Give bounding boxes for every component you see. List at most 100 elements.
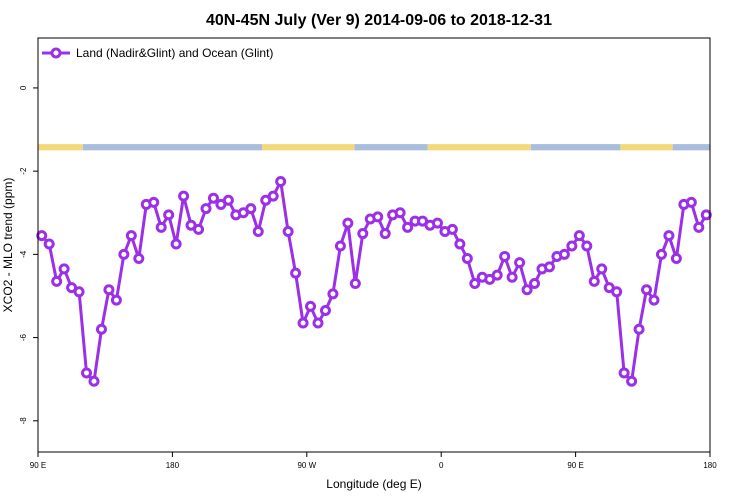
y-tick-label: -2 [19,167,28,175]
data-point [521,284,533,296]
data-point [334,240,346,252]
data-point [267,190,279,202]
data-point [51,275,63,287]
data-point [88,375,100,387]
data-point [499,250,511,262]
band-segment-ocean [672,144,710,151]
data-point [110,294,122,306]
band-segment-ocean [354,144,428,151]
data-point [641,284,653,296]
y-tick-label: 0 [19,85,28,90]
band-segment-ocean [82,144,262,151]
data-point [155,221,167,233]
data-point [245,203,257,215]
data-point [685,196,697,208]
data-point [573,230,585,242]
legend-series-label: Land (Nadir&Glint) and Ocean (Glint) [76,46,273,60]
data-point [596,263,608,275]
data-point [178,190,190,202]
data-point [543,261,555,273]
data-point [312,317,324,329]
data-point [305,300,317,312]
data-point [514,257,526,269]
data-point [73,286,85,298]
data-point [342,217,354,229]
data-point [394,207,406,219]
data-point [36,230,48,242]
data-point [163,209,175,221]
data-point [275,176,287,188]
x-tick-label: 180 [166,461,180,470]
y-tick-label: -6 [19,333,28,341]
data-point [581,240,593,252]
data-point [43,238,55,250]
x-tick-label: 180 [703,461,717,470]
data-point [200,203,212,215]
data-point [529,277,541,289]
band-segment-land [38,144,83,151]
data-point [118,248,130,260]
data-point [58,263,70,275]
data-point [469,277,481,289]
data-point [506,271,518,283]
data-point [558,248,570,260]
series-line [40,180,708,383]
data-point [252,225,264,237]
data-point [319,305,331,317]
x-tick-label: 0 [439,461,444,470]
data-point [95,323,107,335]
data-point [81,367,93,379]
data-point [207,192,219,204]
data-point [193,223,205,235]
data-point [290,267,302,279]
y-tick-label: -8 [19,417,28,425]
data-point [633,323,645,335]
plot-frame [37,37,711,453]
data-point [349,277,361,289]
data-point [618,367,630,379]
data-point [372,211,384,223]
chart-title: 40N-45N July (Ver 9) 2014-09-06 to 2018-… [206,12,552,29]
y-axis-label: XCO2 - MLO trend (ppm) [1,178,15,313]
data-point [357,228,369,240]
data-point [379,228,391,240]
y-axis: 0 -2 -4 -6 -8 [19,85,38,424]
band-segment-land [427,144,531,151]
data-point [611,286,623,298]
data-point [700,209,712,221]
band-segment-land [620,144,673,151]
data-point [170,238,182,250]
band-segment-ocean [530,144,621,151]
data-point [125,230,137,242]
data-point [655,248,667,260]
land-ocean-band [38,144,710,151]
series-plot [36,176,712,387]
data-point [588,275,600,287]
y-tick-label: -4 [19,250,28,258]
x-axis: 90 E 180 90 W 0 90 E 180 [30,452,717,470]
data-point [222,194,234,206]
data-point [446,223,458,235]
data-point [626,375,638,387]
data-point [431,217,443,229]
data-point [282,225,294,237]
data-point [693,221,705,233]
data-point [670,253,682,265]
x-axis-label: Longitude (deg E) [326,477,421,491]
data-point [133,253,145,265]
legend-marker [50,47,62,59]
data-point [148,196,160,208]
data-point [103,284,115,296]
band-segment-land [262,144,355,151]
data-point [648,294,660,306]
data-point [454,238,466,250]
x-tick-label: 90 E [30,461,46,470]
data-point [566,240,578,252]
x-tick-label: 90 E [567,461,583,470]
data-point [327,288,339,300]
data-point [461,253,473,265]
data-point [663,230,675,242]
data-point [491,269,503,281]
x-tick-label: 90 W [297,461,316,470]
